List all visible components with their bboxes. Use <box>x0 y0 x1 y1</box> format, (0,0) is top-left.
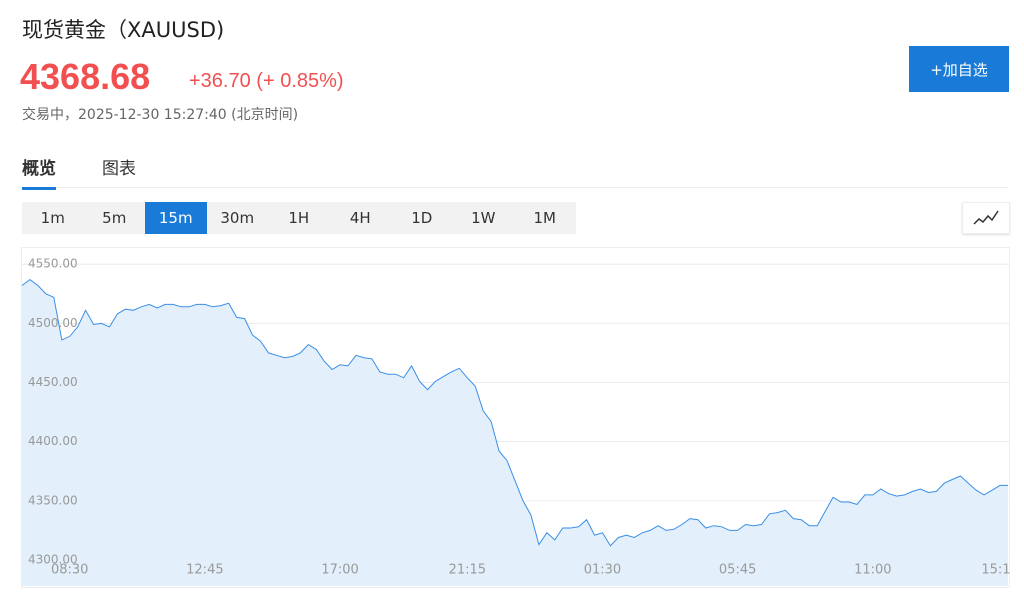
interval[interactable]: 30m <box>220 209 255 227</box>
interval[interactable]: 1D <box>411 209 433 227</box>
x-tick-label: 01:30 <box>584 563 621 578</box>
interval[interactable]: 1m <box>40 209 65 227</box>
interval[interactable]: 5m <box>102 209 127 227</box>
tab[interactable]: 图表 <box>102 159 136 179</box>
y-tick-label: 4500.00 <box>28 316 78 330</box>
title: 现货黄金（XAUUSD) <box>22 18 225 42</box>
y-tick-label: 4350.00 <box>28 493 78 507</box>
change-pct: (+ 0.85%) <box>256 70 344 92</box>
x-tick-label: 15:15 <box>981 563 1018 578</box>
x-tick-label: 12:45 <box>186 563 223 578</box>
y-tick-label: 4300.00 <box>28 552 78 566</box>
area <box>22 279 1008 586</box>
interval[interactable]: 4H <box>349 209 371 227</box>
x-tick-label: 08:30 <box>51 563 88 578</box>
x-tick-label: 21:15 <box>449 563 486 578</box>
interval[interactable]: 1M <box>533 209 557 227</box>
line <box>22 278 1008 547</box>
change: +36.70 (+ 0.85%) <box>189 70 344 93</box>
x-tick-label: 05:45 <box>719 563 756 578</box>
chart-type-button[interactable] <box>962 202 1010 234</box>
status: 交易中，2025-12-30 15:27:40 (北京时间) <box>22 107 299 123</box>
y-tick-label: 4550.00 <box>28 257 78 271</box>
y-tick-label: 4450.00 <box>28 375 78 389</box>
x-tick-label: 17:00 <box>321 563 358 578</box>
y-tick-label: 4400.00 <box>28 434 78 448</box>
watch-button[interactable]: +加自选 <box>909 46 1009 92</box>
change-value: +36.70 <box>189 70 251 92</box>
plot: 4300.00 4350.00 4400.00 4450.00 4500.00 4550.… <box>22 257 1018 586</box>
tab[interactable]: 概览 <box>22 154 56 190</box>
chart-frame <box>21 247 1010 588</box>
interval-bar: 1m 5m 15m 30m 1H 4H 1D 1W 1M <box>22 202 576 234</box>
interval[interactable]: 1H <box>288 209 310 227</box>
x-tick-label: 11:00 <box>854 563 891 578</box>
tabs: 概览 图表 <box>22 150 1008 190</box>
chart-type-icon <box>973 210 999 225</box>
price: 4368.68 <box>20 56 151 97</box>
interval[interactable]: 15m <box>145 202 207 234</box>
interval[interactable]: 1W <box>471 209 496 227</box>
